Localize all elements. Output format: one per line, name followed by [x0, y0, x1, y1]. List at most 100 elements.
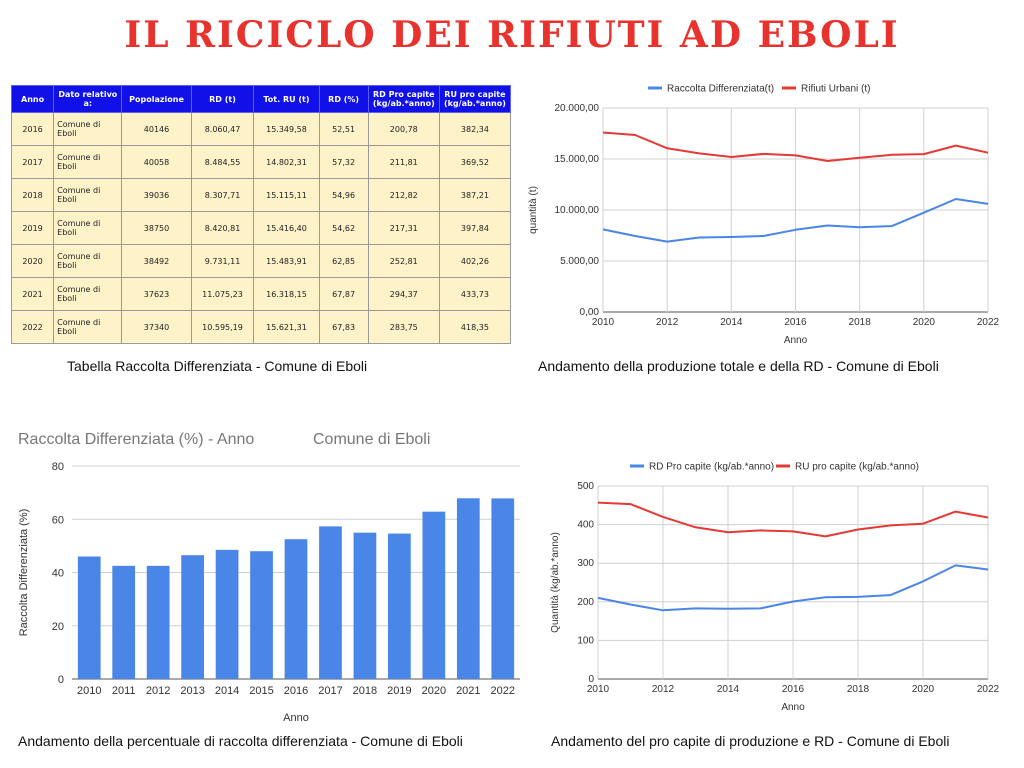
table-cell: 283,75	[367, 310, 440, 344]
y-tick-label: 5.000,00	[560, 256, 599, 267]
table-header-cell: Tot. RU (t)	[253, 85, 320, 113]
x-tick-label: 2012	[652, 684, 675, 695]
y-tick-label: 500	[577, 481, 594, 492]
y-tick-label: 100	[577, 635, 594, 646]
table-row: 2018 Comune di Eboli 39036 8.307,71 15.115,1…	[10, 178, 512, 212]
x-tick-label: 2012	[656, 317, 679, 328]
legend-label: Rifiuti Urbani (t)	[801, 84, 870, 95]
x-tick-label: 2010	[592, 317, 615, 328]
table-cell: 10.595,19	[190, 310, 255, 344]
table-cell: 200,78	[367, 112, 440, 146]
y-tick-label: 60	[52, 514, 64, 526]
x-tick-label: 2018	[847, 684, 870, 695]
table-cell: 2016	[10, 112, 55, 146]
x-tick-label: 2013	[180, 685, 204, 697]
table-cell: 418,35	[438, 310, 512, 344]
table-cell: Comune di Eboli	[53, 145, 123, 179]
table-cell: 40058	[121, 145, 192, 179]
bar	[456, 498, 480, 679]
table-cell: 14.802,31	[253, 145, 320, 179]
bar	[146, 565, 170, 679]
table-row: 2017 Comune di Eboli 40058 8.484,55 14.802,3…	[10, 145, 512, 179]
bar	[353, 532, 377, 679]
table-header-cell: Dato relativo a:	[53, 85, 123, 113]
x-tick-label: 2019	[387, 685, 411, 697]
legend-label: RD Pro capite (kg/ab.*anno)	[649, 462, 774, 473]
table-cell: 8.420,81	[190, 211, 255, 245]
table-header-cell: RD (%)	[318, 85, 369, 113]
table-cell: 15.115,11	[253, 178, 320, 212]
table-cell: 2018	[10, 178, 55, 212]
table-cell: 8.307,71	[190, 178, 255, 212]
table-cell: 67,87	[318, 277, 369, 311]
x-tick-label: 2020	[913, 317, 936, 328]
table-cell: 2017	[10, 145, 55, 179]
bar	[319, 526, 342, 679]
chart1-caption: Andamento della produzione totale e dell…	[538, 358, 939, 374]
y-tick-label: 400	[577, 520, 594, 531]
table-cell: 15.621,31	[253, 310, 320, 344]
y-tick-label: 15.000,00	[555, 154, 600, 165]
table-cell: Comune di Eboli	[53, 178, 123, 212]
x-tick-label: 2018	[849, 317, 872, 328]
x-tick-label: 2018	[353, 685, 377, 697]
table-cell: 397,84	[438, 211, 512, 245]
chart3-caption: Andamento del pro capite di produzione e…	[551, 733, 950, 749]
table-cell: 382,34	[438, 112, 512, 146]
chart-production-rd: 0,00 5.000,00 10.000,00 15.000,00 20.000,00 2…	[528, 84, 1000, 347]
series-line	[602, 131, 989, 162]
x-tick-label: 2016	[284, 685, 308, 697]
series-line	[597, 564, 989, 612]
table-cell: 433,73	[438, 277, 512, 311]
rd-table: Anno Dato relativo a: Popolazione RD (t) Tot…	[10, 85, 512, 344]
x-tick-label: 2011	[112, 685, 136, 697]
y-tick-label: 80	[52, 461, 64, 473]
table-cell: 37340	[121, 310, 192, 344]
table-row: 2022 Comune di Eboli 37340 10.595,19 15.621,…	[10, 310, 512, 344]
bar	[388, 533, 411, 679]
x-axis-label: Anno	[283, 712, 309, 724]
series-line	[602, 198, 989, 243]
table-cell: 15.416,40	[253, 211, 320, 245]
table-cell: 39036	[121, 178, 192, 212]
x-tick-label: 2014	[717, 684, 740, 695]
x-tick-label: 2016	[784, 317, 807, 328]
bar	[77, 556, 101, 679]
table-cell: 11.075,23	[190, 277, 255, 311]
table-cell: 38750	[121, 211, 192, 245]
table-cell: 57,32	[318, 145, 369, 179]
table-cell: 54,62	[318, 211, 369, 245]
table-cell: 8.484,55	[190, 145, 255, 179]
x-tick-label: 2010	[77, 685, 101, 697]
y-tick-label: 10.000,00	[555, 205, 600, 216]
x-tick-label: 2022	[491, 685, 515, 697]
table-cell: 40146	[121, 112, 192, 146]
table-cell: Comune di Eboli	[53, 211, 123, 245]
table-cell: 2020	[10, 244, 55, 278]
x-tick-label: 2020	[912, 684, 935, 695]
table-cell: 2022	[10, 310, 55, 344]
bar	[215, 549, 239, 679]
table-cell: Comune di Eboli	[53, 112, 123, 146]
x-tick-label: 2016	[782, 684, 805, 695]
bar	[422, 511, 446, 679]
table-cell: 8.060,47	[190, 112, 255, 146]
chart2-caption: Andamento della percentuale di raccolta …	[18, 733, 463, 749]
legend-label: Raccolta Differenziata(t)	[667, 84, 774, 95]
table-cell: 2021	[10, 277, 55, 311]
table-row: 2020 Comune di Eboli 38492 9.731,11 15.483,9…	[10, 244, 512, 278]
bar	[250, 551, 273, 679]
x-tick-label: 2015	[249, 685, 273, 697]
table-cell: Comune di Eboli	[53, 244, 123, 278]
table-cell: 217,31	[367, 211, 440, 245]
x-tick-label: 2022	[977, 684, 1000, 695]
chart-pro-capite: 0 100 200 300 400 500 2010 2012 2014 2016 2018 2020…	[550, 462, 1000, 714]
table-cell: 387,21	[438, 178, 512, 212]
chart-title: Raccolta Differenziata (%) - Anno	[18, 431, 254, 448]
y-axis-label: quantità (t)	[528, 186, 539, 234]
table-row: 2016 Comune di Eboli 40146 8.060,47 15.349,5…	[10, 112, 512, 146]
table-cell: 67,83	[318, 310, 369, 344]
legend-label: RU pro capite (kg/ab.*anno)	[795, 462, 919, 473]
table-cell: 38492	[121, 244, 192, 278]
table-header-row: Anno Dato relativo a: Popolazione RD (t) Tot…	[10, 85, 512, 113]
